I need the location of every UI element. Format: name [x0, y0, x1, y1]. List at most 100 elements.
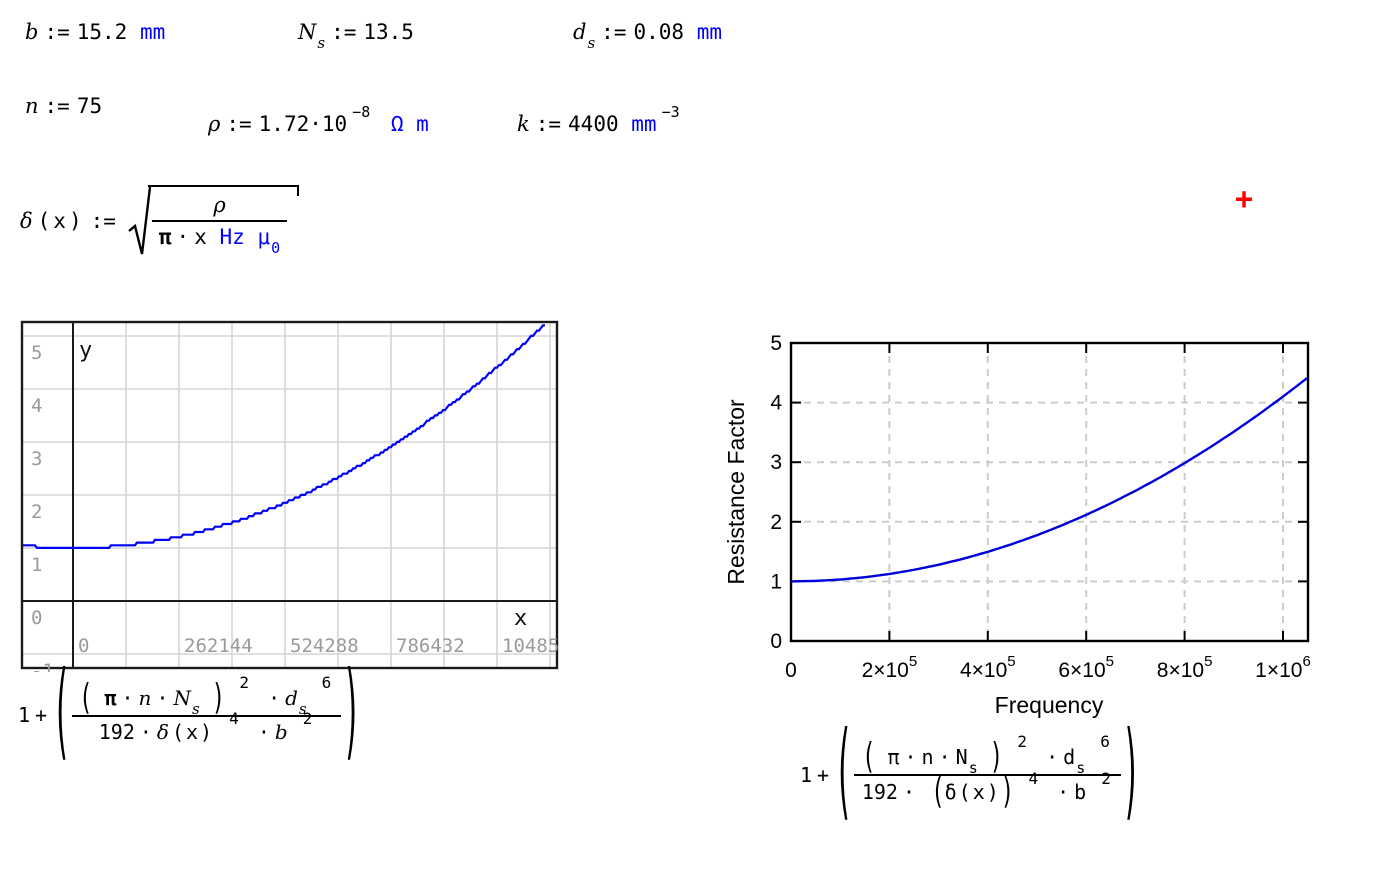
var-N: N [173, 686, 191, 710]
formula-right-expression[interactable]: 1 + ( ( π · n · Ns ) 2 · ds 6 192 · (δ (x)) 4 ·… [800, 713, 1141, 832]
assign-op: := [90, 208, 116, 233]
value-Ns: 13.5 [363, 20, 414, 44]
definition-rho[interactable]: ρ:= 1.72·10 −8 Ω m [208, 103, 429, 136]
definition-b[interactable]: b:= 15.2 mm [25, 20, 165, 44]
y-tick-label: 1 [770, 570, 782, 593]
d-subscript: s [298, 700, 307, 718]
definition-ds[interactable]: ds := 0.08 mm [573, 20, 722, 52]
x-tick-label: 4×105 [960, 653, 1016, 682]
x-tick-label: 2×105 [862, 653, 918, 682]
power-6: 6 [1100, 732, 1110, 751]
coefficient-192: 192 [98, 720, 135, 745]
plot-frame [789, 341, 1310, 643]
pi-symbol: π [158, 225, 172, 250]
fraction-bar [151, 220, 288, 223]
var-b: b [1074, 780, 1087, 805]
value-rho: 1.72·10 [258, 112, 348, 136]
definition-n[interactable]: n:= 75 [25, 94, 102, 118]
var-delta: δ [944, 780, 957, 805]
y-tick-label: 5 [770, 332, 782, 355]
y-tick-label: 0 [770, 630, 782, 653]
var-d-subscript: s [587, 34, 596, 52]
inner-close-bracket: ) [991, 737, 1001, 778]
var-k: k [517, 112, 530, 136]
var-d: d [573, 20, 587, 44]
big-open-paren: ( [838, 711, 850, 834]
y-tick-label: 3 [31, 448, 42, 470]
y-tick-label: 4 [31, 395, 42, 417]
assign-op: := [331, 20, 357, 44]
pi-symbol: π [104, 686, 117, 710]
unit-rho: Ω m [390, 112, 429, 136]
pi-symbol: π [887, 745, 900, 769]
x-tick-label: 6×105 [1058, 653, 1114, 682]
formula-numerator: ( π · n · Ns ) 2 · ds 6 [81, 673, 332, 719]
value-ds: 0.08 [633, 20, 685, 44]
var-n: n [921, 745, 934, 769]
big-close-paren: ) [345, 651, 358, 774]
power-2: 2 [1101, 769, 1111, 789]
assign-op: := [44, 20, 70, 44]
x-axis-letter: x [514, 606, 527, 631]
x-tick-label: 524288 [290, 635, 359, 657]
big-close-paren: ) [1124, 711, 1137, 834]
right-plot-canvas[interactable]: 0 1 2 3 4 5 0 2×105 4×105 6×105 8×105 1×106 Frequenc… [720, 328, 1370, 724]
var-d: d [1063, 745, 1076, 769]
x-tick-label: 0 [78, 635, 89, 657]
formula-one: 1 [800, 762, 813, 787]
unit-b: mm [139, 20, 166, 44]
y-tick-label: -1 [31, 660, 54, 672]
x-tick-label: 1048576 [502, 635, 560, 657]
plus-op: + [35, 702, 48, 727]
var-rho: ρ [208, 112, 221, 136]
formula-one: 1 [18, 702, 31, 727]
y-tick-label: 2 [770, 511, 782, 534]
var-delta: δ [20, 208, 33, 233]
fraction-bar [853, 774, 1121, 777]
inner-open-bracket: ( [81, 678, 91, 719]
fraction-denominator: π · x Hz μ0 [158, 225, 281, 258]
value-k: 4400 [568, 112, 619, 136]
definition-delta-function[interactable]: δ (x) := ρ π · x Hz μ0 [20, 185, 300, 258]
fraction: ( π · n · Ns ) 2 · ds 6 192 · (δ (x)) 4 · b 2 [853, 732, 1121, 813]
var-d: d [285, 686, 298, 710]
var-n: n [138, 686, 152, 710]
y-tick-label: 3 [770, 451, 782, 474]
formula-denominator: 192 · (δ (x)) 4 · b 2 [861, 769, 1111, 813]
x-axis-title: Frequency [995, 692, 1104, 718]
left-curve [23, 324, 545, 549]
assign-op: := [601, 20, 627, 44]
unit-k: mm [631, 112, 657, 136]
x-tick-label: 262144 [184, 635, 253, 657]
left-plot-canvas[interactable]: 5 4 3 2 1 0 -1 0 262144 524288 786432 1048576 y x [15, 320, 560, 672]
assign-op: := [226, 112, 252, 136]
y-axis-title: Resistance Factor [723, 399, 749, 585]
N-subscript: s [191, 700, 200, 718]
insertion-cursor-plus-icon: + [1235, 182, 1254, 217]
power-4: 4 [229, 709, 239, 729]
y-axis-letter: y [79, 338, 92, 363]
var-n: n [25, 94, 39, 118]
inner-close-bracket: ) [213, 678, 223, 719]
big-open-paren: ( [56, 651, 68, 774]
delta-close-bracket: ) [1002, 772, 1012, 813]
unit-ds: mm [696, 20, 722, 44]
var-b: b [25, 20, 39, 44]
delta-argument: (x) [37, 208, 85, 233]
power-4: 4 [1028, 769, 1039, 789]
var-b: b [274, 720, 288, 745]
definition-k[interactable]: k:= 4400 mm −3 [517, 103, 680, 136]
y-tick-label: 1 [31, 554, 42, 576]
radical-hook-icon [128, 186, 151, 255]
definition-Ns[interactable]: Ns:= 13.5 [298, 20, 414, 52]
power-2: 2 [302, 709, 313, 729]
assign-op: := [44, 94, 70, 118]
fraction: ( π · n · Ns ) 2 · ds 6 192 · δ (x) 4 · b 2 [71, 673, 342, 748]
square-root: ρ π · x Hz μ0 [127, 185, 300, 258]
power-2: 2 [239, 673, 250, 692]
mu-subscript: 0 [271, 239, 281, 258]
x-tick-label: 1×106 [1255, 653, 1311, 682]
formula-left-expression[interactable]: 1 + ( ( π · n · Ns ) 2 · ds 6 192 · δ (x) 4 · b 2… [18, 653, 361, 772]
var-delta: δ [156, 720, 169, 745]
var-N: N [955, 745, 968, 769]
